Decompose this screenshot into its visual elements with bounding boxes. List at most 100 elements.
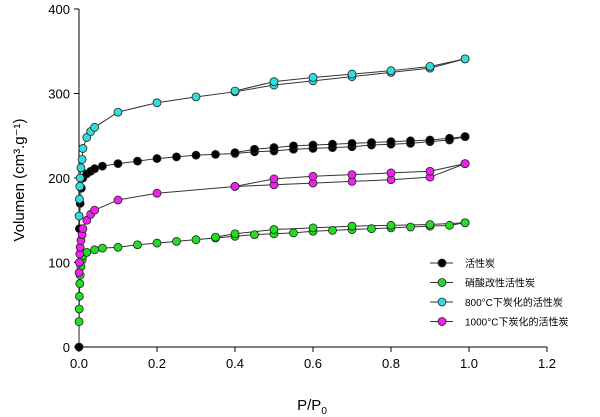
data-point (460, 218, 470, 228)
data-point (347, 69, 357, 79)
x-tick-label: 0.6 (304, 356, 322, 371)
data-point (90, 205, 99, 215)
x-tick-label: 0.0 (70, 356, 88, 371)
data-point (74, 211, 84, 221)
data-point (230, 229, 240, 239)
data-point (269, 174, 279, 184)
data-point (152, 238, 162, 248)
x-tick-label: 0.8 (382, 356, 400, 371)
data-point (308, 140, 318, 150)
data-point (406, 136, 415, 146)
data-point (347, 170, 357, 180)
y-tick-label: 200 (48, 171, 70, 186)
data-point (191, 92, 201, 102)
data-point (133, 156, 142, 166)
data-point (460, 159, 470, 169)
data-point (133, 240, 142, 250)
data-point (425, 135, 435, 145)
data-point (386, 137, 396, 147)
data-point (230, 148, 240, 158)
data-point (445, 220, 454, 230)
data-point (90, 245, 99, 255)
legend-label: 800°C下炭化的活性炭 (465, 296, 563, 309)
legend-label: 硝酸改性活性炭 (465, 277, 535, 290)
data-point (113, 159, 123, 169)
data-point (367, 224, 376, 234)
data-point (74, 317, 84, 327)
data-point (289, 228, 298, 238)
data-point (269, 143, 279, 152)
data-point (425, 62, 435, 71)
data-point (460, 54, 470, 64)
x-tick-label: 0.2 (148, 356, 166, 371)
data-point (74, 291, 84, 301)
x-tick-label: 1.2 (538, 356, 556, 371)
data-point (113, 195, 123, 205)
y-tick-label: 100 (48, 256, 70, 271)
data-point (386, 220, 396, 230)
data-point (367, 138, 376, 147)
x-tick-label: 0.4 (226, 356, 244, 371)
legend-label: 活性炭 (465, 257, 495, 270)
data-point (113, 242, 123, 252)
legend-marker (437, 317, 447, 326)
data-point (90, 164, 99, 174)
data-point (152, 98, 162, 108)
data-point (289, 141, 298, 151)
data-point (75, 182, 85, 191)
data-point (152, 188, 162, 198)
data-point (250, 144, 259, 154)
data-point (425, 220, 435, 229)
data-point (172, 152, 181, 162)
data-point (75, 279, 85, 289)
data-point (77, 155, 87, 164)
y-tick-label: 300 (48, 87, 70, 102)
data-point (74, 258, 84, 267)
legend-label: 1000°C下炭化的活性炭 (465, 316, 568, 329)
y-axis-label: Volumen (cm³.g⁻¹) (11, 119, 28, 242)
data-point (460, 132, 470, 141)
data-point (191, 235, 201, 245)
data-point (308, 171, 318, 181)
data-point (78, 144, 88, 153)
data-point (347, 138, 357, 148)
data-point (76, 163, 86, 173)
legend-marker (437, 297, 447, 307)
data-point (172, 236, 181, 246)
data-point (74, 342, 84, 352)
data-point (152, 154, 162, 163)
data-point (425, 166, 435, 176)
data-point (308, 223, 318, 233)
data-point (75, 173, 85, 183)
data-point (74, 194, 84, 204)
data-point (113, 107, 123, 117)
data-point (90, 122, 99, 132)
x-tick-label: 1.0 (460, 356, 478, 371)
axes: 0.0 0.2 0.4 0.6 0.8 1.0 1.2 0 100 200 300 400 (48, 2, 556, 371)
data-point (98, 243, 107, 253)
data-point (78, 224, 88, 234)
data-point (328, 139, 337, 149)
data-point (386, 66, 396, 76)
data-point (308, 73, 318, 82)
legend-marker (437, 258, 447, 268)
data-point (211, 149, 220, 159)
y-tick-label: 400 (48, 2, 70, 17)
data-point (230, 86, 240, 96)
data-point (328, 225, 337, 235)
data-point (230, 182, 240, 191)
data-point (98, 161, 107, 171)
data-point (347, 221, 357, 231)
data-point (269, 77, 279, 87)
data-point (211, 232, 220, 242)
data-point (250, 230, 259, 240)
data-point (406, 222, 415, 232)
data-point (269, 225, 279, 234)
data-point (445, 133, 454, 143)
y-tick-label: 0 (63, 340, 70, 355)
data-point (74, 304, 84, 314)
legend-marker (437, 278, 447, 287)
